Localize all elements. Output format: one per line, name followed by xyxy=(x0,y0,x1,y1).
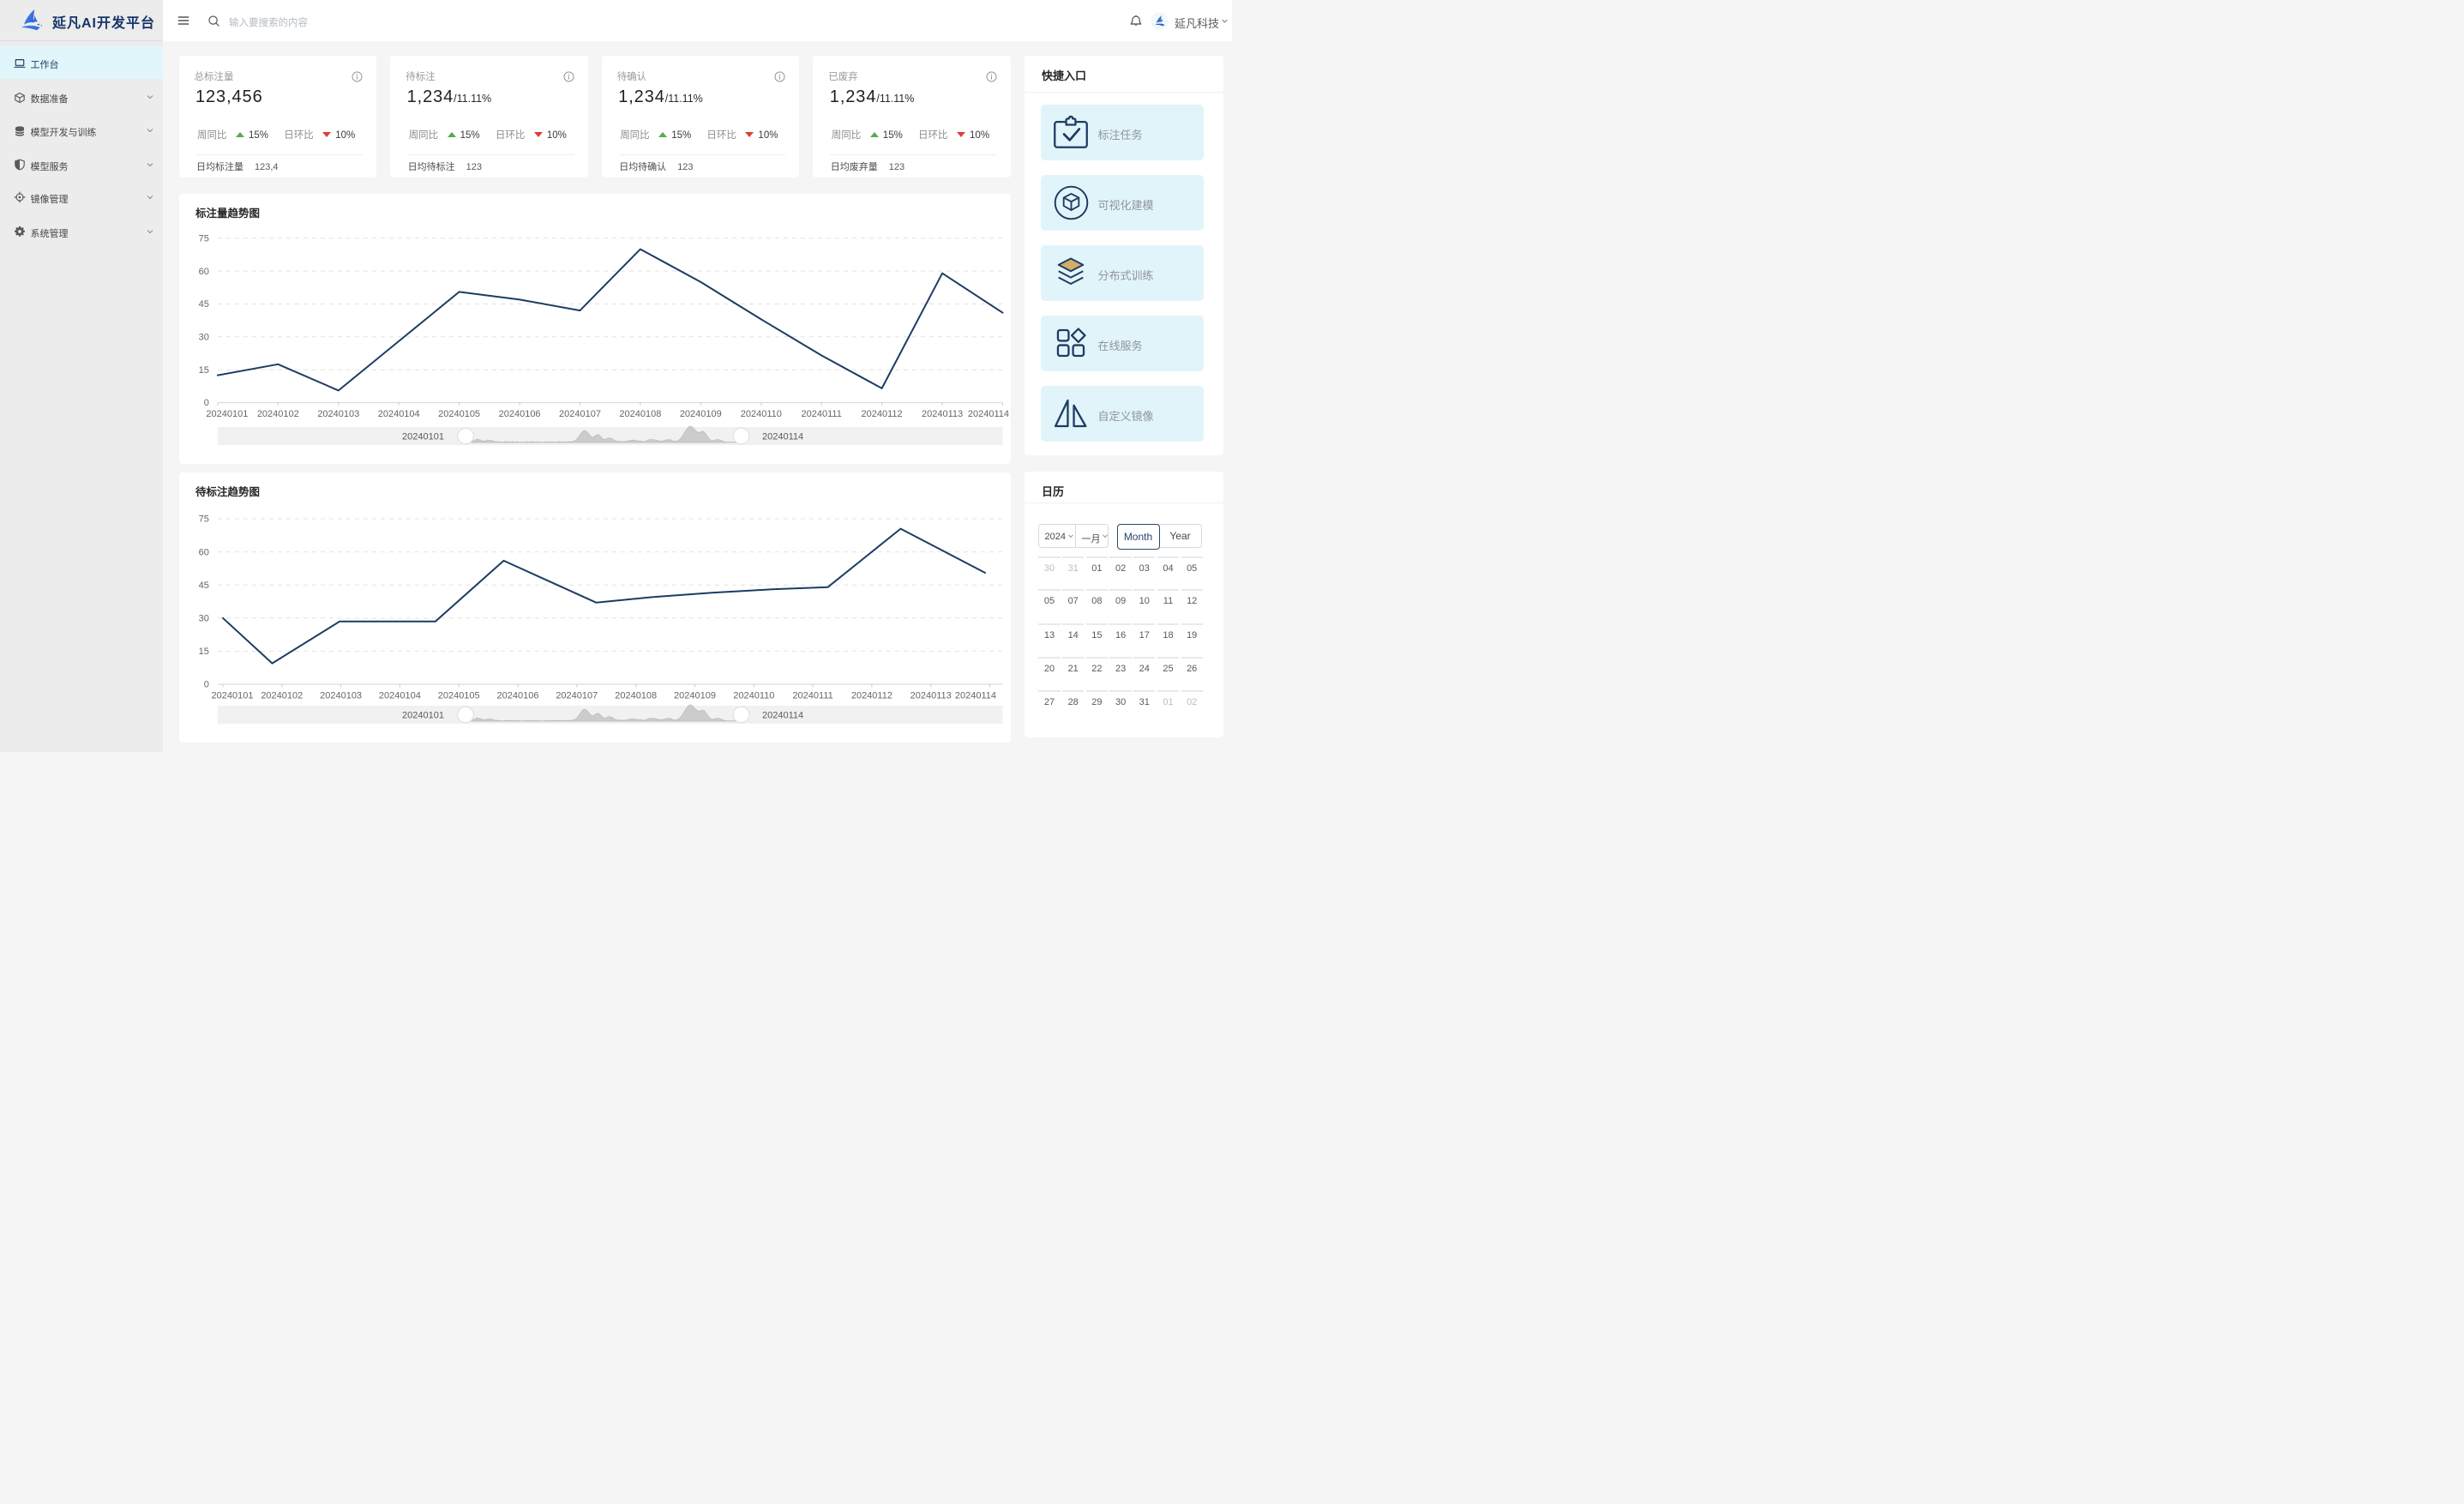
svg-text:20240111: 20240111 xyxy=(801,409,841,419)
svg-text:20240111: 20240111 xyxy=(792,690,832,701)
svg-text:75: 75 xyxy=(198,514,208,524)
svg-text:30: 30 xyxy=(198,613,208,623)
svg-text:20240114: 20240114 xyxy=(762,431,803,442)
svg-text:60: 60 xyxy=(198,547,208,557)
svg-text:20240108: 20240108 xyxy=(619,409,661,419)
svg-text:20240104: 20240104 xyxy=(377,409,419,419)
svg-text:20240105: 20240105 xyxy=(437,690,479,701)
svg-text:20240109: 20240109 xyxy=(674,690,716,701)
svg-text:30: 30 xyxy=(198,332,208,342)
svg-text:20240101: 20240101 xyxy=(402,431,444,442)
svg-text:45: 45 xyxy=(198,299,208,310)
svg-text:20240112: 20240112 xyxy=(850,690,892,701)
svg-text:20240107: 20240107 xyxy=(556,690,598,701)
svg-text:0: 0 xyxy=(203,679,208,689)
svg-text:20240113: 20240113 xyxy=(922,409,963,419)
svg-text:15: 15 xyxy=(198,364,208,375)
svg-text:20240114: 20240114 xyxy=(954,690,995,701)
svg-text:20240109: 20240109 xyxy=(679,409,721,419)
svg-text:20240101: 20240101 xyxy=(402,710,444,720)
svg-text:60: 60 xyxy=(198,266,208,276)
svg-text:20240101: 20240101 xyxy=(206,409,248,419)
svg-text:20240106: 20240106 xyxy=(496,690,538,701)
svg-text:20240103: 20240103 xyxy=(320,690,362,701)
svg-text:20240112: 20240112 xyxy=(861,409,902,419)
svg-text:20240108: 20240108 xyxy=(615,690,657,701)
svg-text:45: 45 xyxy=(198,580,208,590)
svg-text:20240110: 20240110 xyxy=(733,690,774,701)
svg-text:20240104: 20240104 xyxy=(378,690,420,701)
svg-text:20240114: 20240114 xyxy=(762,710,803,720)
svg-text:20240113: 20240113 xyxy=(910,690,951,701)
svg-text:20240102: 20240102 xyxy=(256,409,298,419)
svg-text:20240103: 20240103 xyxy=(317,409,359,419)
svg-text:15: 15 xyxy=(198,647,208,657)
svg-text:75: 75 xyxy=(198,233,208,244)
svg-text:20240105: 20240105 xyxy=(438,409,480,419)
svg-text:20240102: 20240102 xyxy=(261,690,303,701)
svg-text:0: 0 xyxy=(203,398,208,408)
svg-text:20240110: 20240110 xyxy=(740,409,781,419)
svg-text:20240101: 20240101 xyxy=(211,690,253,701)
svg-text:20240106: 20240106 xyxy=(498,409,540,419)
svg-text:20240107: 20240107 xyxy=(559,409,601,419)
svg-text:20240114: 20240114 xyxy=(967,409,1008,419)
